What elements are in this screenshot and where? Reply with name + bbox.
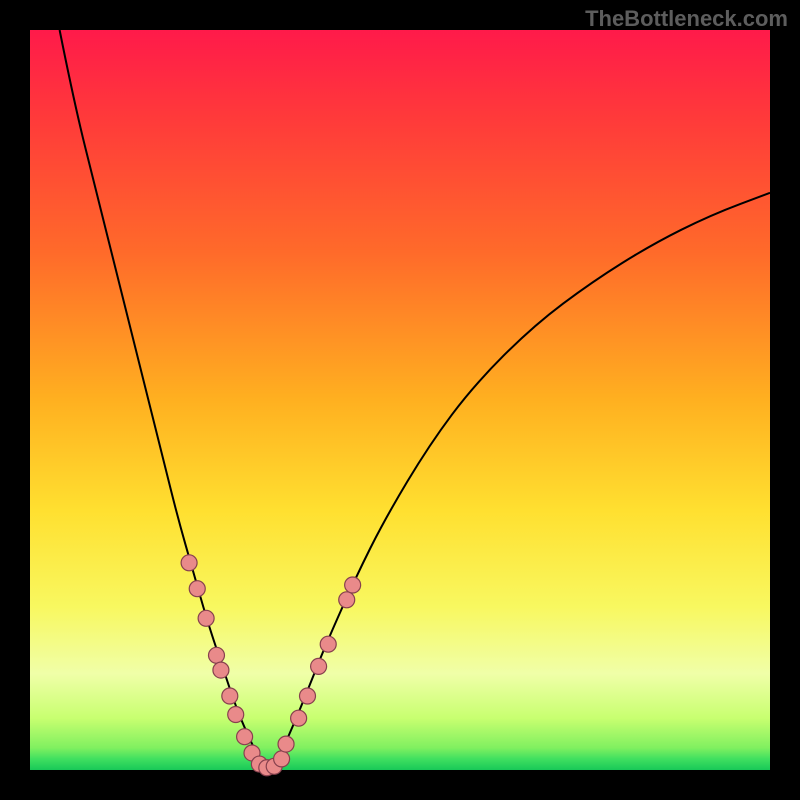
data-marker [320,636,336,652]
data-marker [228,707,244,723]
data-markers [181,555,361,776]
data-marker [222,688,238,704]
data-marker [345,577,361,593]
bottleneck-curve [60,30,770,766]
data-marker [339,592,355,608]
watermark-text: TheBottleneck.com [585,6,788,32]
data-marker [278,736,294,752]
data-marker [300,688,316,704]
data-marker [213,662,229,678]
data-marker [189,581,205,597]
data-marker [311,658,327,674]
data-marker [274,751,290,767]
data-marker [291,710,307,726]
data-marker [208,647,224,663]
chart-overlay [30,30,770,770]
data-marker [181,555,197,571]
plot-area [30,30,770,770]
data-marker [198,610,214,626]
data-marker [237,729,253,745]
